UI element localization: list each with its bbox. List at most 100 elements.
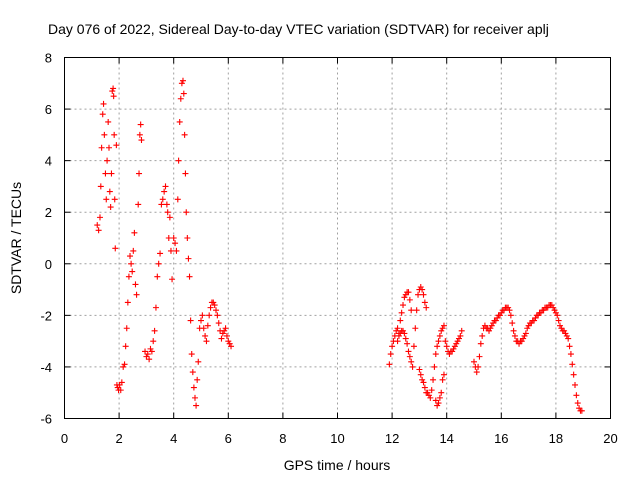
y-tick-label: 6 [45, 102, 52, 117]
data-point [490, 320, 497, 327]
plot-frame [64, 57, 611, 419]
data-point [214, 312, 221, 319]
data-point [401, 294, 408, 301]
data-point [435, 338, 442, 345]
data-point [569, 361, 576, 368]
data-point [551, 307, 558, 314]
data-point [135, 201, 142, 208]
data-point [524, 325, 531, 332]
data-point [544, 304, 551, 311]
data-point [427, 394, 434, 401]
data-point [432, 397, 439, 404]
data-point [157, 250, 164, 257]
data-point [412, 325, 419, 332]
data-point [562, 330, 569, 337]
data-point [94, 222, 101, 229]
data-point [178, 80, 185, 87]
data-point [419, 286, 426, 293]
data-point [404, 340, 411, 347]
data-point [123, 325, 130, 332]
data-point [440, 322, 447, 329]
data-point [570, 371, 577, 378]
data-point [438, 389, 445, 396]
data-point [435, 400, 442, 407]
data-point [406, 353, 413, 360]
tick-labels: 0 2 4 6 8 10 12 14 16 18 20 -6 -4 -2 0 2 4 6 8 [40, 51, 617, 447]
data-point [528, 320, 535, 327]
data-point [436, 332, 443, 339]
data-point [144, 351, 151, 358]
chart-title: Day 076 of 2022, Sidereal Day-to-day VTE… [48, 21, 549, 37]
data-point [111, 196, 118, 203]
data-point [438, 327, 445, 334]
x-tick-label: 8 [279, 431, 286, 446]
data-point [389, 343, 396, 350]
data-point [402, 335, 409, 342]
data-point [548, 302, 555, 309]
data-point [128, 260, 135, 267]
x-tick-label: 2 [115, 431, 122, 446]
data-point [565, 335, 572, 342]
data-point [190, 384, 197, 391]
data-point [434, 343, 441, 350]
data-point [147, 345, 154, 352]
data-point [137, 121, 144, 128]
data-point [566, 343, 573, 350]
data-point [525, 322, 532, 329]
data-point [451, 343, 458, 350]
data-point [133, 291, 140, 298]
data-point [555, 317, 562, 324]
data-point [481, 322, 488, 329]
data-point [130, 247, 137, 254]
data-point [164, 209, 171, 216]
data-point [450, 345, 457, 352]
data-point [95, 227, 102, 234]
data-point [175, 157, 182, 164]
data-point [573, 392, 580, 399]
data-point [430, 376, 437, 383]
data-point [132, 281, 139, 288]
data-point [146, 356, 153, 363]
data-point [155, 260, 162, 267]
data-point [105, 118, 112, 125]
data-point [476, 353, 483, 360]
data-point [97, 183, 104, 190]
data-point [471, 358, 477, 365]
data-point [475, 363, 482, 370]
data-point [505, 304, 512, 311]
grid [64, 57, 611, 419]
data-point [228, 343, 235, 350]
data-point [455, 335, 462, 342]
data-point [219, 330, 226, 337]
data-point [99, 111, 106, 118]
data-point [446, 351, 453, 358]
data-point [172, 240, 179, 247]
data-point [173, 247, 180, 254]
data-point [561, 327, 568, 334]
y-tick-label: -6 [40, 412, 52, 427]
data-point [107, 204, 114, 211]
data-point [421, 299, 428, 306]
y-tick-label: 4 [45, 154, 52, 169]
data-point [204, 322, 211, 329]
data-point [556, 322, 563, 329]
data-point [531, 317, 538, 324]
data-point [101, 131, 108, 138]
data-point [479, 332, 486, 339]
data-point [453, 340, 460, 347]
data-point [158, 201, 165, 208]
data-point [125, 273, 132, 280]
data-point [221, 327, 228, 334]
data-point [486, 327, 493, 334]
data-point [185, 255, 192, 262]
data-point [425, 392, 432, 399]
data-point [225, 338, 232, 345]
data-point [118, 379, 125, 386]
data-point [554, 312, 561, 319]
data-point [550, 304, 557, 311]
data-point [194, 376, 201, 383]
data-point [154, 273, 161, 280]
data-point [143, 353, 150, 360]
data-point [400, 302, 407, 309]
